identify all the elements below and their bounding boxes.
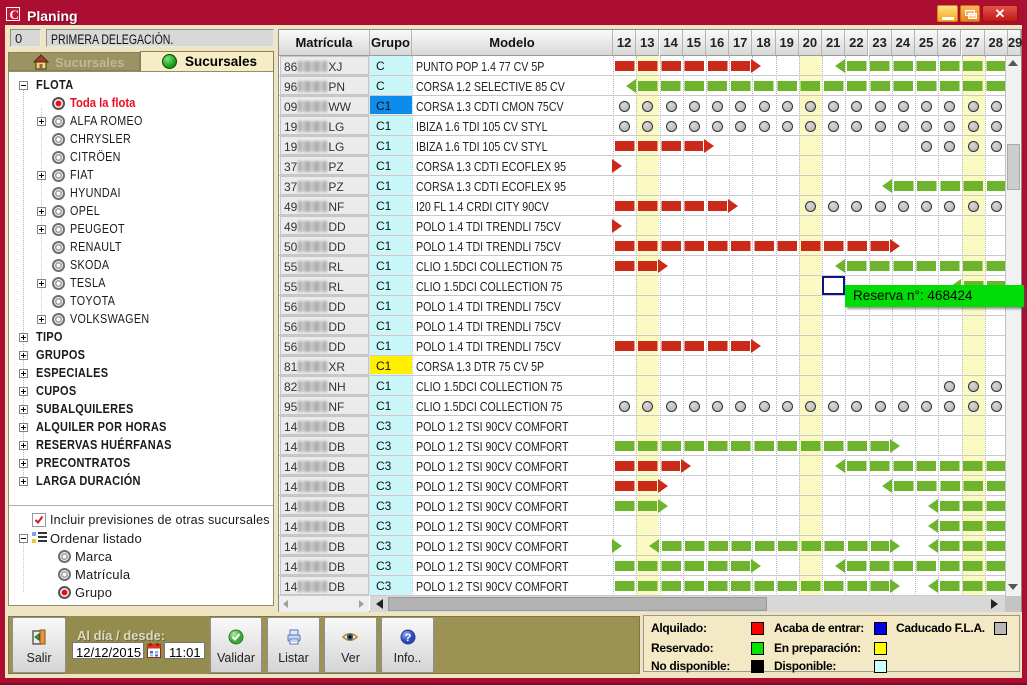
svg-text:?: ? xyxy=(405,632,412,644)
